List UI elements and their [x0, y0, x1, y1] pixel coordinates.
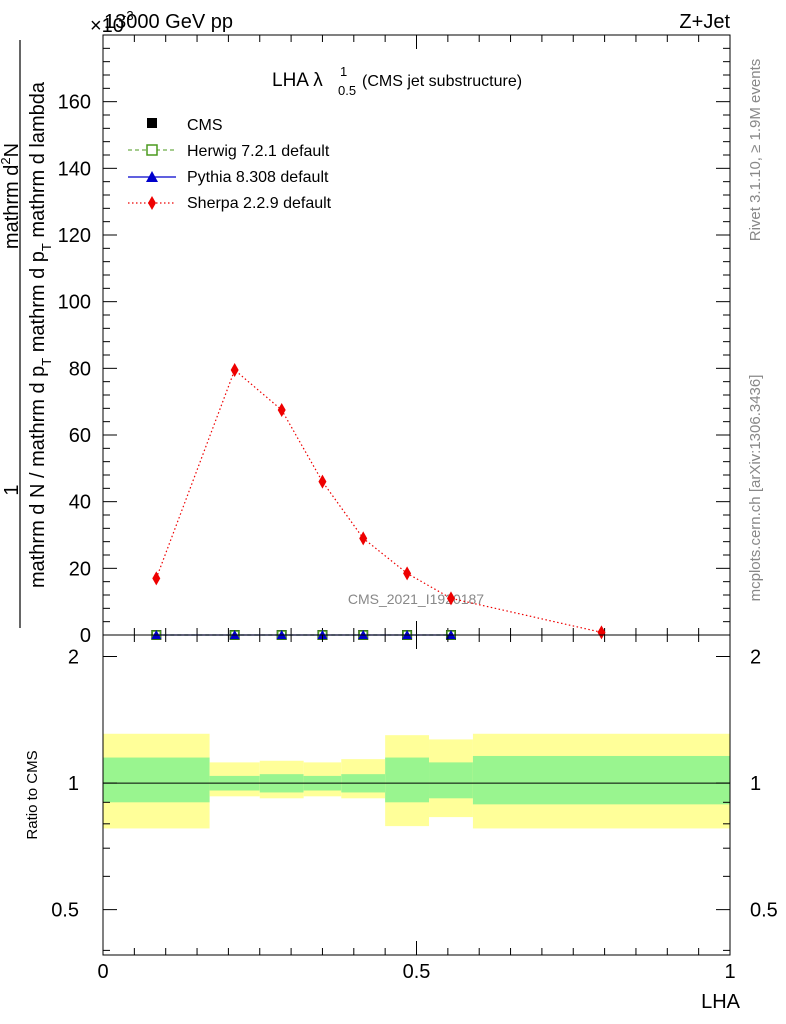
y-tick-label: 60: [69, 425, 91, 447]
plot-title-rest: (CMS jet substructure): [362, 73, 522, 90]
ratio-band-inner: [385, 757, 430, 803]
y-tick-label: 120: [58, 225, 91, 247]
plot-title-sup: 1: [340, 64, 347, 79]
plot-title-main: LHA λ: [272, 70, 323, 91]
legend: CMS Herwig 7.2.1 default Pythia 8.308 de…: [128, 117, 332, 212]
x-tick-label: 0.5: [403, 961, 431, 983]
ratio-band-inner: [103, 757, 210, 803]
plot-title: LHA λ: [272, 70, 323, 91]
legend-marker-pythia: [146, 171, 158, 182]
legend-marker-sherpa: [148, 196, 156, 210]
y-tick-label: 140: [58, 158, 91, 180]
process-label: Z+Jet: [679, 11, 730, 33]
y-tick-label: 20: [69, 558, 91, 580]
y-tick-label: 160: [58, 92, 91, 114]
legend-marker-cms: [147, 118, 157, 128]
legend-label-sherpa: Sherpa 2.2.9 default: [187, 195, 332, 212]
y-tick-label: 0: [80, 625, 91, 647]
rivet-version-label: Rivet 3.1.10, ≥ 1.9M events: [747, 59, 764, 242]
ratio-y-axis-label: Ratio to CMS: [24, 750, 41, 839]
ratio-uncertainty-bands: [103, 733, 730, 829]
data-point-sherpa: [446, 591, 455, 606]
ratio-band-inner: [472, 755, 730, 805]
legend-label-cms: CMS: [187, 117, 223, 134]
x-tick-label: 0: [97, 961, 108, 983]
data-point-sherpa: [359, 531, 368, 546]
data-point-sherpa: [230, 363, 239, 377]
data-point-sherpa: [318, 474, 327, 489]
ratio-y-tick-label: 2: [68, 647, 79, 669]
mcplots-reference-label: mcplots.cern.ch [arXiv:1306.3436]: [747, 375, 764, 602]
y-tick-label: 40: [69, 492, 91, 514]
multiplier-prefix: ×10: [90, 15, 124, 37]
ratio-band-inner: [429, 762, 473, 799]
ratio-y-tick-label: 0.5: [51, 900, 79, 922]
y-label-bottom: mathrm d N / mathrm d pT mathrm d pT mat…: [27, 81, 54, 588]
energy-label: 13000 GeV pp: [104, 11, 233, 33]
y-label-top: mathrm d2N: [0, 143, 23, 249]
data-point-sherpa: [597, 625, 606, 640]
multiplier-exponent: -3: [122, 8, 134, 23]
x-axis-tick-labels: 0 0.5 1: [97, 961, 735, 983]
x-tick-label: 1: [724, 961, 735, 983]
data-point-sherpa: [403, 566, 412, 581]
series-line-sherpa: [155, 368, 602, 633]
y-tick-label: 80: [69, 358, 91, 380]
data-point-sherpa: [152, 571, 161, 586]
main-axis-tick-labels: 0 20 40 60 80 100 120 140 160: [58, 92, 91, 647]
legend-label-herwig: Herwig 7.2.1 default: [187, 143, 330, 160]
y-tick-label: 100: [58, 292, 91, 314]
analysis-watermark: CMS_2021_I1920187: [348, 591, 484, 607]
ratio-y-tick-label-right: 1: [750, 773, 761, 795]
ratio-y-tick-label-right: 0.5: [750, 900, 778, 922]
x-axis-label: LHA: [701, 991, 741, 1013]
ratio-y-tick-label-right: 2: [750, 647, 761, 669]
data-point-sherpa: [277, 403, 286, 417]
ratio-axis-tick-labels: 0.5 0.5 1 1 2 2: [51, 647, 778, 922]
plot-title-sub: 0.5: [338, 83, 356, 98]
legend-marker-herwig: [146, 144, 158, 156]
ratio-y-tick-label: 1: [68, 773, 79, 795]
legend-label-pythia: Pythia 8.308 default: [187, 169, 329, 186]
ratio-axis-ticks: [102, 635, 731, 955]
main-y-axis-label: 1 mathrm d2N mathrm d N / mathrm d pT ma…: [0, 40, 54, 628]
y-label-numerator: 1: [1, 484, 23, 495]
